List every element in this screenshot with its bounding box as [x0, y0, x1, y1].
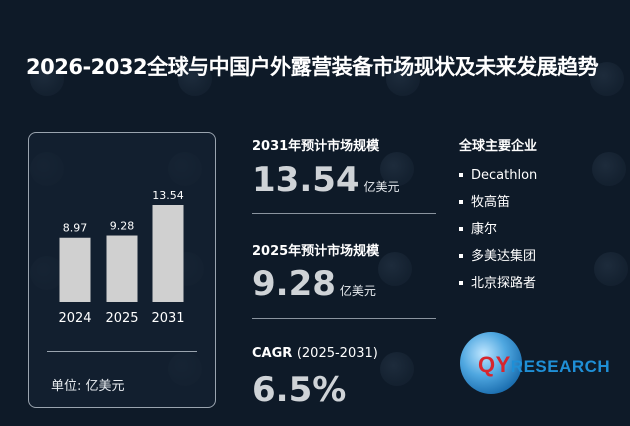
bar-2024: [59, 237, 91, 302]
market-2031-value-row: 13.54 亿美元: [252, 160, 400, 200]
bar-2031: [152, 205, 184, 302]
market-2031-label: 2031年预计市场规模: [252, 139, 380, 154]
market-2025-unit: 亿美元: [339, 284, 376, 298]
bullet-icon: [459, 173, 463, 177]
watermark-icon: [30, 62, 64, 96]
watermark-icon: [178, 62, 212, 96]
bullet-icon: [459, 281, 463, 285]
watermark-icon: [380, 152, 414, 186]
category-label: 2031: [151, 311, 184, 326]
cagr-label-row: CAGR (2025-2031): [252, 346, 378, 361]
category-label: 2024: [58, 311, 91, 326]
watermark-icon: [386, 62, 420, 96]
company-item: 牧高笛: [459, 193, 537, 220]
bar-chart: 8.97 2024 9.28 2025 13.54 2031: [58, 189, 184, 326]
watermark-icon: [380, 352, 414, 386]
bar-2025: [106, 235, 138, 302]
company-item: Decathlon: [459, 166, 537, 193]
bar-value-label: 13.54: [152, 189, 184, 202]
qyresearch-logo-icon: QYRESEARCH: [460, 332, 610, 394]
market-size-chart: 8.97 2024 9.28 2025 13.54 2031 单位: 亿美元: [28, 132, 216, 408]
bar-value-label: 9.28: [110, 220, 135, 233]
watermark-icon: [594, 252, 628, 286]
globe-icon: [460, 332, 522, 394]
chart-divider: [47, 351, 197, 352]
stat-divider: [252, 213, 436, 214]
watermark-icon: [590, 62, 624, 96]
chart-unit-label: 单位: 亿美元: [51, 379, 125, 394]
bullet-icon: [459, 227, 463, 231]
market-2025-value: 9.28: [252, 264, 336, 304]
company-item: 多美达集团: [459, 247, 537, 274]
bullet-icon: [459, 254, 463, 258]
bar-value-label: 8.97: [63, 222, 88, 235]
watermark-icon: [378, 252, 412, 286]
market-2025-value-row: 9.28 亿美元: [252, 264, 376, 304]
category-label: 2025: [105, 311, 138, 326]
cagr-value: 6.5%: [252, 370, 347, 410]
cagr-label: CAGR: [252, 346, 293, 361]
company-item: 北京探路者: [459, 274, 537, 301]
company-list: Decathlon 牧高笛 康尔 多美达集团 北京探路者: [459, 166, 537, 301]
market-2025-label: 2025年预计市场规模: [252, 244, 380, 259]
bullet-icon: [459, 200, 463, 204]
logo-text: QYRESEARCH: [478, 352, 611, 377]
stat-divider: [252, 318, 436, 319]
watermark-icon: [592, 152, 626, 186]
companies-title: 全球主要企业: [459, 139, 538, 154]
company-item: 康尔: [459, 220, 537, 247]
page-title: 2026-2032全球与中国户外露营装备市场现状及未来发展趋势: [26, 55, 599, 79]
market-2031-value: 13.54: [252, 160, 360, 200]
market-2031-unit: 亿美元: [363, 180, 400, 194]
cagr-period: (2025-2031): [296, 346, 378, 361]
